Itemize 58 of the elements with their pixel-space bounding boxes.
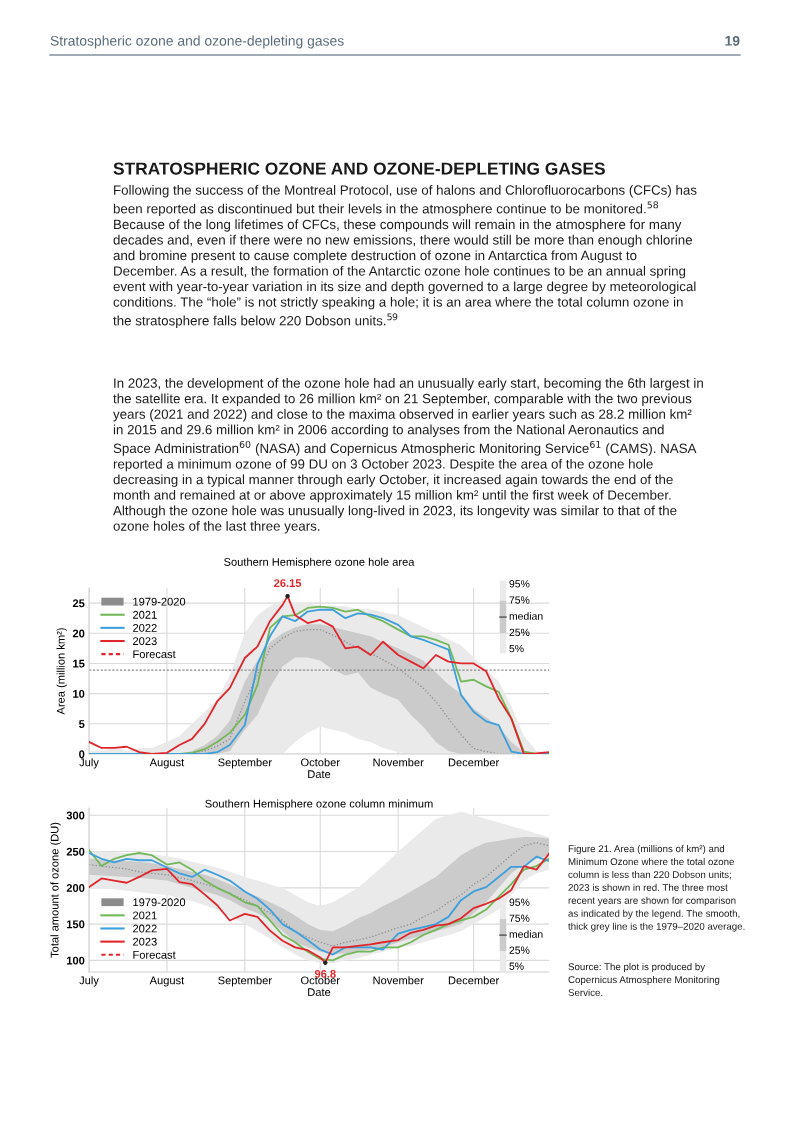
annotation: 25% [509,946,530,954]
y-tick-label: 250 [66,847,85,856]
y-tick-label: 200 [66,884,85,892]
x-tick-label: September [218,976,272,987]
y-tick-label: 300 [66,811,85,820]
legend-label: 2023 [133,937,157,946]
text: 19 [725,35,740,46]
y-tick-label: 15 [73,659,85,668]
x-tick-label: July [79,758,99,769]
x-tick-label: August [149,758,185,769]
annotation: 95% [509,898,530,906]
y-tick-label: 20 [72,629,85,638]
x-tick-label: September [218,758,272,769]
x-axis-title: Date [308,770,331,779]
source-note: Source: The plot is produced by Copernicus Atmosphere Monitoring Service. [568,963,720,997]
text: 95% [509,580,530,588]
y-tick-label: 100 [67,956,85,965]
x-tick-label: December [448,758,500,767]
text: Stratospheric ozone and ozone-depleting gases [50,35,344,49]
legend-label: 1979-2020 [133,898,186,907]
annotation: 25% [509,628,530,637]
annotation: 96.8 [314,969,336,978]
legend-label: Forecast [133,650,176,659]
annotation: 5% [509,962,524,970]
chart-title: Southern Hemisphere ozone hole area [224,557,415,569]
text: Following the success of the Montreal Protocol, use of halons and Chlorofluorocarbons (CFCs) has been reported as discontinued but their levels in the atmosphere continue to be monitored.$^{58}$ Because of the long lifetimes of CFCs, these compounds will remain in the atmosphere for many decades and, even if there were no new emissions, there would still be more than enough chlorine and bromine present to cause complete destruction of ozone in Antarctica from August to December. As a result, the formation of the Antarctic ozone hole continues to be an annual spring event with year-to-year variation in its size and depth governed to a large degree by meteorological conditions. The “hole” is not strictly speaking a hole; it is an area where the total column ozone in the stratosphere falls below 220 Dobson units.$^{59}$ [113,185,697,329]
legend-label: 2023 [133,637,157,646]
x-tick-label: November [373,758,424,767]
chart-title: Southern Hemisphere ozone column minimum [205,799,433,810]
y-tick-label: 10 [73,689,85,698]
legend-label: 2021 [133,610,157,619]
legend-label: 1979-2020 [133,597,186,606]
x-tick-label: July [79,976,99,987]
annotation: 75% [509,914,530,922]
annotation: median [509,612,543,620]
x-tick-label: December [448,976,500,985]
x-tick-label: August [149,976,185,987]
x-tick-label: October [301,758,340,767]
legend-label: 2021 [133,911,157,920]
y-tick-label: 5 [79,720,85,728]
y-tick-label: 25 [72,599,85,608]
text: In 2023, the development of the ozone hole had an unusually early start, becoming the 6th largest in the satellite era. It expanded to 26 million km² on 21 September, comparable with the two previous years (2021 and 2022) and close to the maxima observed in earlier years such as 28.2 million km² in 2015 and 29.6 million km² in 2006 according to analyses from the National Aeronautics and Space Administration$^{60}$ (NASA) and Copernicus Atmospheric Monitoring Service$^{61}$ (CAMS). NASA reported a minimum ozone of 99 DU on 3 October 2023. Despite the area of the ozone hole decreasing in a typical manner through early October, it increased again towards the end of the month and remained at or above approximately 15 million km² until the first week of December. Although the ozone hole was unusually long-lived in 2023, its longevity was similar to that of the ozone holes of the last three years. [113,378,703,534]
legend-label: 2022 [133,924,157,933]
annotation: 5% [509,644,524,653]
annotation: median [509,930,543,938]
caption: Figure 21. Area (millions of km²) and Minimum Ozone where the total ozone column is less than 220 Dobson units; 2023 is shown in red. The three most recent years are shown for comparison as indicated by the legend. The smooth, thick grey line is the 1979–2020 average. [568,845,745,932]
y-tick-label: 150 [67,920,85,929]
legend-label: 2022 [133,624,157,632]
legend-label: Forecast [133,950,176,959]
x-tick-label: November [373,976,424,985]
x-axis-title: Date [308,988,331,997]
y-axis-title: Area (million km²) [56,628,67,715]
y-tick-label: 0 [79,750,85,759]
annotation: 75% [509,596,530,604]
x-tick-label: October [301,976,340,985]
text: STRATOSPHERIC OZONE AND OZONE-DEPLETING GASES [113,162,605,175]
annotation: 26.15 [274,579,302,588]
y-axis-title: Total amount of ozone (DU) [50,822,61,958]
